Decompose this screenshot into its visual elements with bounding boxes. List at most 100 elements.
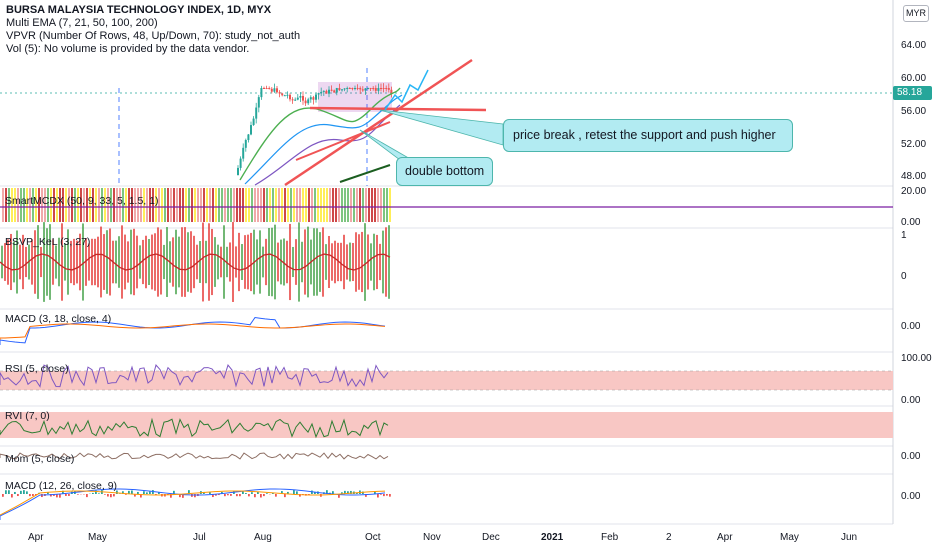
callout-price-break[interactable]: price break , retest the support and pus…: [503, 119, 793, 152]
pane-label-rvi[interactable]: RVI (7, 0): [5, 410, 50, 422]
macd-histogram: [287, 491, 289, 494]
candle-body: [322, 90, 325, 92]
smartmcdx-bar: [29, 188, 31, 222]
pane-label-rsi[interactable]: RSI (5, close): [5, 363, 69, 375]
pane-label-macd[interactable]: MACD (12, 26, close, 9): [5, 480, 118, 492]
smartmcdx-bar: [110, 188, 112, 222]
pane-label-bsvp[interactable]: BSVP_KeL (3, 27): [5, 236, 91, 248]
candle-body: [333, 90, 336, 93]
pane-label-mom[interactable]: Mom (5, close): [5, 453, 75, 465]
macd-histogram: [203, 491, 205, 494]
rvi-line: [0, 417, 389, 439]
smartmcdx-bar: [176, 188, 178, 222]
macd-histogram: [134, 494, 136, 497]
price-tick: 56.00: [901, 106, 927, 117]
candle-body: [348, 88, 351, 89]
smartmcdx-bar: [194, 188, 196, 222]
macd-histogram: [314, 492, 316, 494]
smartmcdx-bar: [281, 188, 283, 222]
macd-histogram: [218, 494, 220, 496]
indicator-multi-ema[interactable]: Multi EMA (7, 21, 50, 100, 200): [6, 17, 158, 29]
macd-histogram: [8, 490, 10, 494]
candle-body: [257, 97, 260, 108]
macd-histogram: [56, 494, 58, 498]
smartmcdx-bar: [341, 188, 343, 222]
smartmcdx-bar: [338, 188, 340, 222]
pane-label-macd-fast[interactable]: MACD (3, 18, close, 4): [5, 313, 112, 325]
smartmcdx-bar: [221, 188, 223, 222]
smartmcdx-bar: [116, 188, 118, 222]
smartmcdx-bar: [170, 188, 172, 222]
candle-body: [237, 167, 239, 175]
smartmcdx-bar: [113, 188, 115, 222]
smartmcdx-bar: [290, 188, 292, 222]
candle-body: [343, 88, 346, 90]
smartmcdx-bar: [257, 188, 259, 222]
macd-histogram: [284, 494, 286, 498]
smartmcdx-bar: [80, 188, 82, 222]
pane-label-smartmcdx[interactable]: SmartMCDX (50, 9, 33, 5, 1.5, 1): [5, 195, 159, 207]
pane-tick: 0.00: [901, 451, 921, 462]
macd-histogram: [179, 494, 181, 498]
candle-body: [294, 99, 297, 101]
smartmcdx-bar: [380, 188, 382, 222]
smartmcdx-bar: [242, 188, 244, 222]
macd-histogram: [182, 494, 184, 498]
macd-histogram: [239, 494, 241, 497]
macd-histogram: [260, 494, 262, 498]
candle-body: [351, 88, 354, 89]
smartmcdx-bar: [104, 188, 106, 222]
smartmcdx-bar: [83, 188, 85, 222]
indicator-vol[interactable]: Vol (5): No volume is provided by the da…: [6, 43, 250, 55]
indicator-vpvr[interactable]: VPVR (Number Of Rows, 48, Up/Down, 70): …: [6, 30, 301, 42]
macd-histogram: [41, 494, 43, 498]
candle-body: [252, 118, 255, 126]
smartmcdx-bar: [206, 188, 208, 222]
smartmcdx-bar: [161, 188, 163, 222]
smartmcdx-bar: [383, 188, 385, 222]
macd-histogram: [62, 490, 64, 494]
time-tick: Jun: [841, 532, 858, 543]
smartmcdx-bar: [233, 188, 235, 222]
smartmcdx-bar: [101, 188, 103, 222]
price-tick: 60.00: [901, 73, 927, 84]
macd-histogram: [377, 494, 379, 498]
smartmcdx-bar: [224, 188, 226, 222]
macd-histogram: [47, 492, 49, 494]
macd-histogram: [311, 490, 313, 494]
macd-histogram: [92, 492, 94, 494]
smartmcdx-bar: [236, 188, 238, 222]
price-tick: 64.00: [901, 40, 927, 51]
candle-body: [356, 88, 359, 89]
smartmcdx-bar: [26, 188, 28, 222]
macd-histogram: [350, 490, 352, 494]
macd-histogram: [338, 494, 340, 498]
pane-tick: 20.00: [901, 186, 927, 197]
macd-histogram: [173, 490, 175, 494]
candle-body: [286, 94, 289, 96]
candle-body: [304, 100, 307, 104]
currency-button[interactable]: MYR: [903, 5, 929, 22]
callout-double-bottom[interactable]: double bottom: [396, 157, 493, 186]
smartmcdx-bar: [128, 188, 130, 222]
smartmcdx-bar: [371, 188, 373, 222]
smartmcdx-bar: [212, 188, 214, 222]
time-tick: May: [780, 532, 799, 543]
macd-histogram: [152, 490, 154, 494]
smartmcdx-bar: [137, 188, 139, 222]
macd-histogram: [137, 491, 139, 494]
smartmcdx-bar: [368, 188, 370, 222]
smartmcdx-bar: [356, 188, 358, 222]
candle-body: [382, 88, 385, 89]
macd-histogram: [326, 490, 328, 494]
macd-histogram: [266, 493, 268, 494]
smartmcdx-bar: [263, 188, 265, 222]
smartmcdx-bar: [218, 188, 220, 222]
smartmcdx-bar: [269, 188, 271, 222]
smartmcdx-bar: [185, 188, 187, 222]
candle-body: [299, 95, 302, 98]
macd-histogram: [257, 491, 259, 494]
smartmcdx-bar: [122, 188, 124, 222]
macd-histogram: [116, 490, 118, 494]
